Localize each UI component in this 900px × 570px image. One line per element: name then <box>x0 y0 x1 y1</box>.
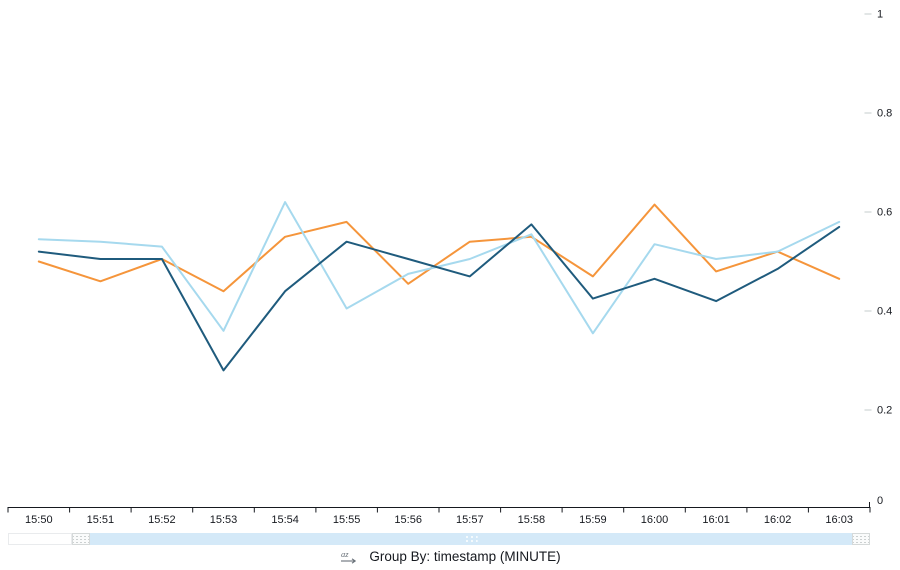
x-axis: 15:50 15:51 15:52 15:53 15:54 15:55 15:56 15:57… <box>7 502 871 526</box>
brush-unselected-left[interactable] <box>8 533 72 545</box>
svg-text:15:55: 15:55 <box>333 514 361 526</box>
timeline-scrollbar[interactable] <box>8 533 871 545</box>
svg-text:15:53: 15:53 <box>210 514 238 526</box>
svg-text:16:03: 16:03 <box>825 514 853 526</box>
svg-text:15:59: 15:59 <box>579 514 607 526</box>
y-axis: 1 0.8 0.6 0.4 0.2 0 <box>864 9 892 507</box>
group-by-label: Group By: timestamp (MINUTE) <box>369 548 561 564</box>
brush-grip-dots <box>464 535 478 543</box>
svg-text:15:57: 15:57 <box>456 514 484 526</box>
svg-text:az: az <box>341 549 349 559</box>
svg-text:0.6: 0.6 <box>877 207 892 219</box>
svg-text:15:52: 15:52 <box>148 514 176 526</box>
svg-text:16:01: 16:01 <box>702 514 730 526</box>
chart-series <box>37 201 841 372</box>
group-by-control[interactable]: az Group By: timestamp (MINUTE) <box>0 546 900 566</box>
svg-text:15:56: 15:56 <box>394 514 422 526</box>
svg-text:15:54: 15:54 <box>271 514 299 526</box>
svg-text:16:00: 16:00 <box>641 514 669 526</box>
sort-az-icon: az <box>341 549 357 564</box>
svg-text:0.8: 0.8 <box>877 108 892 120</box>
svg-text:0.4: 0.4 <box>877 306 892 318</box>
svg-text:1: 1 <box>877 9 883 21</box>
svg-text:0: 0 <box>877 495 883 507</box>
brush-right-handle[interactable] <box>852 533 870 545</box>
brush-left-handle[interactable] <box>72 533 90 545</box>
svg-text:16:02: 16:02 <box>764 514 792 526</box>
svg-text:0.2: 0.2 <box>877 405 892 417</box>
svg-text:15:58: 15:58 <box>518 514 546 526</box>
svg-text:15:50: 15:50 <box>25 514 53 526</box>
svg-text:15:51: 15:51 <box>87 514 115 526</box>
brush-selection[interactable] <box>90 533 852 545</box>
